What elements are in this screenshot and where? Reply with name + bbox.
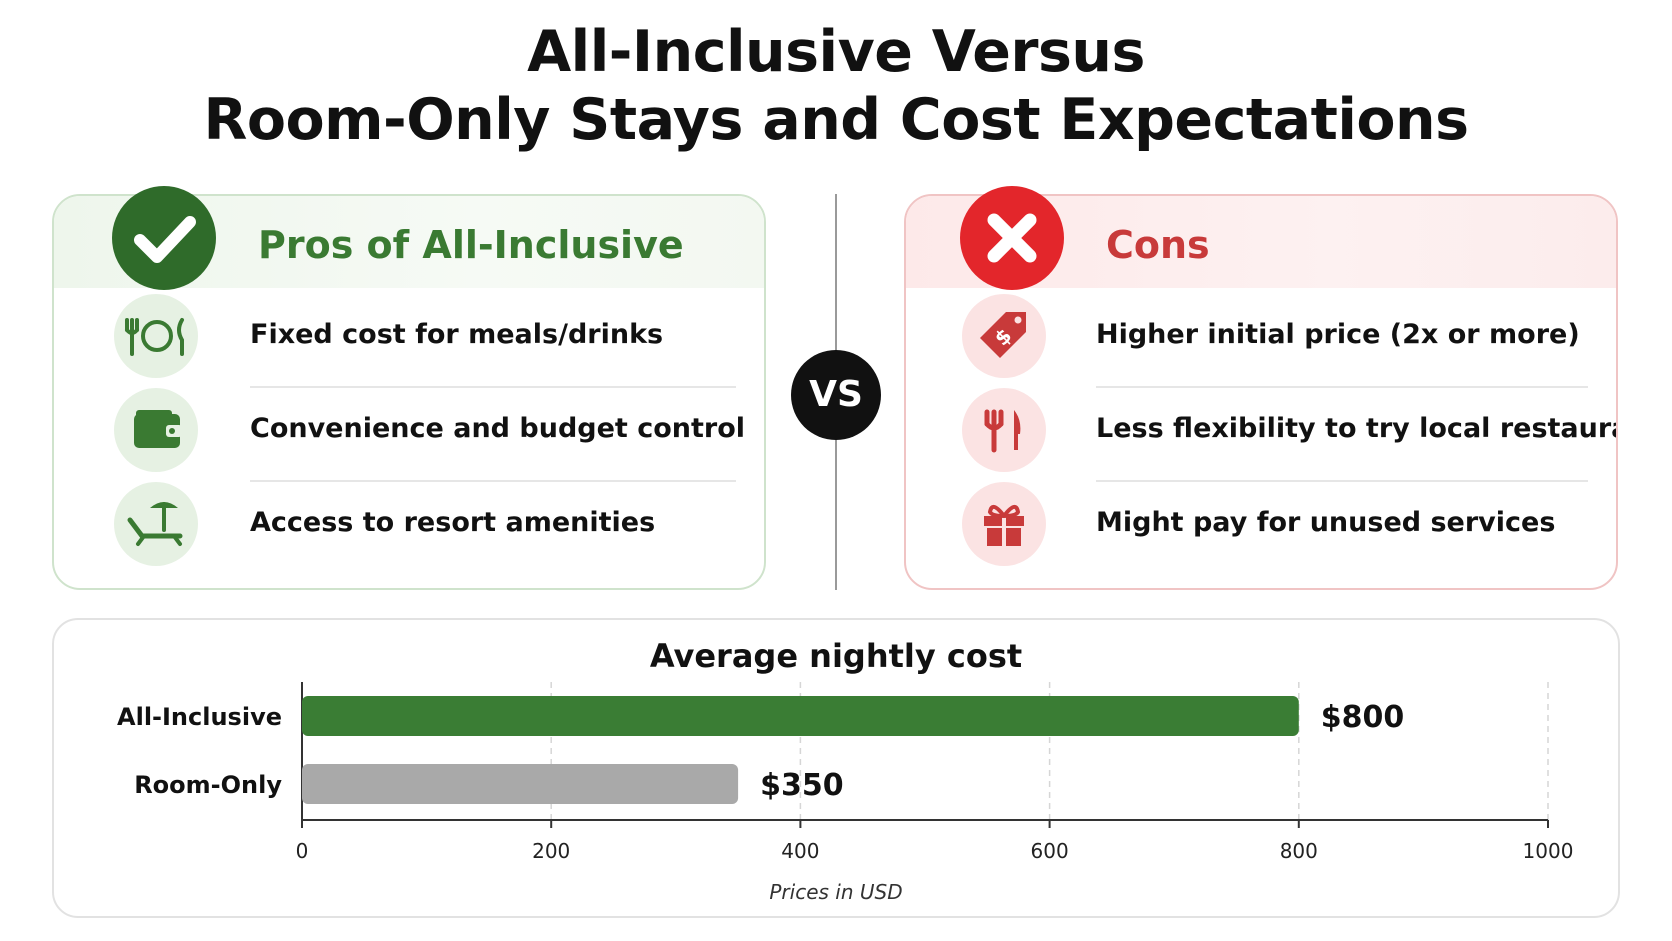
cons-divider: [1096, 480, 1588, 482]
cons-heading: Cons: [1106, 223, 1210, 267]
x-tick-label: 0: [296, 839, 309, 863]
chart-title: Average nightly cost: [649, 637, 1023, 675]
bar-all-inclusive: [302, 696, 1299, 736]
data-label: $350: [760, 768, 844, 803]
pros-divider: [250, 480, 736, 482]
cons-divider: [1096, 386, 1588, 388]
wallet-icon: [114, 388, 198, 472]
x-tick-label: 400: [781, 839, 819, 863]
plate-fork-knife-icon: [114, 294, 198, 378]
x-tick-label: 600: [1031, 839, 1069, 863]
pros-item-label: Convenience and budget control: [250, 413, 746, 444]
data-label: $800: [1321, 700, 1405, 735]
page-title-line-2: Room-Only Stays and Cost Expectations: [203, 87, 1469, 153]
page-title: All-Inclusive Versus Room-Only Stays and…: [0, 18, 1672, 154]
category-label: All-Inclusive: [117, 703, 282, 731]
pros-heading: Pros of All-Inclusive: [258, 223, 684, 267]
check-icon: [112, 186, 216, 290]
pros-divider: [250, 386, 736, 388]
pros-item-label: Access to resort amenities: [250, 507, 656, 538]
vs-badge: VS: [791, 350, 881, 440]
fork-knife-icon: [962, 388, 1046, 472]
cons-item-label: Might pay for unused services: [1096, 507, 1556, 538]
cons-item: $ Higher initial price (2x or more): [906, 288, 1616, 384]
beach-lounger-icon: [114, 482, 198, 566]
pros-item-label: Fixed cost for meals/drinks: [250, 319, 664, 350]
gift-icon: [962, 482, 1046, 566]
pros-item: Convenience and budget control: [54, 382, 764, 478]
cons-item-label: Less flexibility to try local restaurant…: [1096, 413, 1616, 444]
pros-item: Access to resort amenities: [54, 476, 764, 572]
pros-item: Fixed cost for meals/drinks: [54, 288, 764, 384]
price-tag-icon: $: [962, 294, 1046, 378]
cons-item: Might pay for unused services: [906, 476, 1616, 572]
x-tick-label: 1000: [1523, 839, 1574, 863]
page-title-line-1: All-Inclusive Versus: [527, 19, 1145, 85]
bar-room-only: [302, 764, 739, 804]
cons-item-label: Higher initial price (2x or more): [1096, 319, 1580, 350]
category-label: Room-Only: [134, 771, 282, 799]
cross-icon: [960, 186, 1064, 290]
x-tick-label: 200: [532, 839, 570, 863]
cons-item: Less flexibility to try local restaurant…: [906, 382, 1616, 478]
x-axis-label: Prices in USD: [769, 880, 903, 904]
x-tick-label: 800: [1280, 839, 1318, 863]
